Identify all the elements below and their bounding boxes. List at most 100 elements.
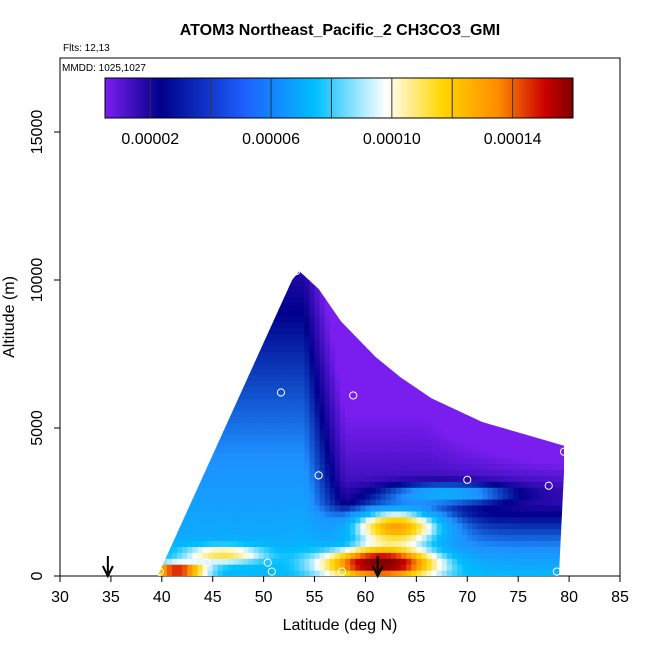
- heatmap-cell: [482, 445, 489, 453]
- heatmap-cell: [284, 271, 290, 275]
- heatmap-cell: [284, 546, 290, 553]
- heatmap-cell: [334, 380, 341, 388]
- heatmap-cell: [558, 380, 564, 388]
- heatmap-cell: [431, 410, 438, 417]
- heatmap-cell: [340, 493, 346, 500]
- heatmap-cell: [197, 570, 204, 576]
- heatmap-cell: [202, 339, 209, 346]
- heatmap-cell: [278, 534, 285, 542]
- heatmap-cell: [309, 327, 316, 334]
- heatmap-cell: [482, 540, 489, 547]
- heatmap-cell: [243, 262, 249, 269]
- heatmap-cell: [528, 345, 535, 352]
- heatmap-cell: [268, 315, 275, 322]
- heatmap-cell: [457, 380, 463, 388]
- heatmap-cell: [166, 534, 173, 542]
- heatmap-cell: [446, 380, 453, 388]
- heatmap-cell: [497, 416, 504, 423]
- heatmap-cell: [452, 315, 458, 322]
- heatmap-cell: [187, 416, 193, 423]
- heatmap-cell: [487, 327, 494, 334]
- heatmap-cell: [273, 439, 280, 447]
- heatmap-cell: [385, 374, 392, 382]
- flight-marker-head: [101, 565, 114, 579]
- heatmap-cell: [324, 404, 331, 411]
- heatmap-cell: [390, 392, 397, 399]
- heatmap-cell: [212, 493, 219, 500]
- heatmap-cell: [258, 463, 265, 470]
- heatmap-cell: [411, 499, 417, 506]
- heatmap-cell: [324, 528, 331, 536]
- heatmap-cell: [452, 499, 458, 506]
- heatmap-cell: [497, 315, 504, 322]
- heatmap-cell: [370, 297, 377, 305]
- heatmap-cell: [289, 457, 295, 465]
- heatmap-cell: [334, 564, 341, 571]
- heatmap-cell: [431, 428, 438, 435]
- heatmap-cell: [294, 522, 300, 530]
- heatmap-cell: [207, 534, 214, 542]
- heatmap-cell: [370, 552, 377, 559]
- heatmap-cell: [380, 351, 387, 358]
- heatmap-cell: [340, 445, 346, 453]
- heatmap-cell: [192, 303, 199, 311]
- heatmap-cell: [350, 445, 356, 453]
- heatmap-cell: [548, 368, 555, 376]
- heatmap-cell: [441, 416, 448, 423]
- heatmap-cell: [355, 362, 361, 370]
- heatmap-cell: [334, 570, 341, 576]
- heatmap-cell: [457, 333, 463, 340]
- heatmap-cell: [329, 386, 336, 394]
- heatmap-cell: [441, 297, 448, 305]
- heatmap-cell: [416, 558, 423, 565]
- heatmap-cell: [492, 357, 499, 364]
- heatmap-cell: [462, 345, 468, 352]
- heatmap-cell: [564, 428, 570, 435]
- heatmap-cell: [533, 546, 540, 553]
- x-tick-label: 35: [102, 589, 120, 606]
- heatmap-cell: [345, 274, 351, 281]
- heatmap-cell: [187, 463, 193, 470]
- heatmap-cell: [508, 351, 514, 358]
- heatmap-cell: [487, 380, 494, 388]
- heatmap-cell: [548, 558, 555, 565]
- heatmap-cell: [380, 439, 387, 447]
- heatmap-cell: [304, 368, 311, 376]
- heatmap-cell: [482, 345, 489, 352]
- heatmap-cell: [289, 398, 295, 405]
- heatmap-cell: [207, 457, 214, 465]
- heatmap-cell: [497, 327, 504, 334]
- heatmap-cell: [538, 368, 545, 376]
- heatmap-cell: [513, 487, 519, 494]
- heatmap-cell: [340, 463, 346, 470]
- heatmap-cell: [263, 351, 270, 358]
- heatmap-cell: [513, 333, 519, 340]
- heatmap-cell: [217, 451, 224, 459]
- heatmap-cell: [426, 445, 433, 453]
- heatmap-cell: [238, 315, 244, 322]
- heatmap-cell: [441, 274, 448, 281]
- heatmap-cell: [299, 540, 305, 547]
- heatmap-cell: [508, 410, 514, 417]
- heatmap-cell: [533, 540, 540, 547]
- heatmap-cell: [564, 564, 570, 571]
- heatmap-cell: [518, 327, 524, 334]
- heatmap-cell: [436, 505, 443, 512]
- heatmap-cell: [223, 262, 229, 269]
- heatmap-cell: [217, 392, 224, 399]
- heatmap-cell: [457, 357, 463, 364]
- heatmap-cell: [284, 404, 290, 411]
- heatmap-cell: [553, 404, 560, 411]
- heatmap-cell: [324, 339, 331, 346]
- heatmap-cell: [243, 362, 249, 370]
- heatmap-cell: [487, 528, 494, 536]
- heatmap-cell: [390, 410, 397, 417]
- heatmap-cell: [472, 499, 479, 506]
- heatmap-cell: [253, 410, 260, 417]
- heatmap-cell: [375, 345, 382, 352]
- heatmap-cell: [233, 493, 239, 500]
- heatmap-cell: [482, 487, 489, 494]
- heatmap-cell: [421, 285, 428, 293]
- heatmap-cell: [548, 274, 555, 281]
- heatmap-cell: [212, 534, 219, 542]
